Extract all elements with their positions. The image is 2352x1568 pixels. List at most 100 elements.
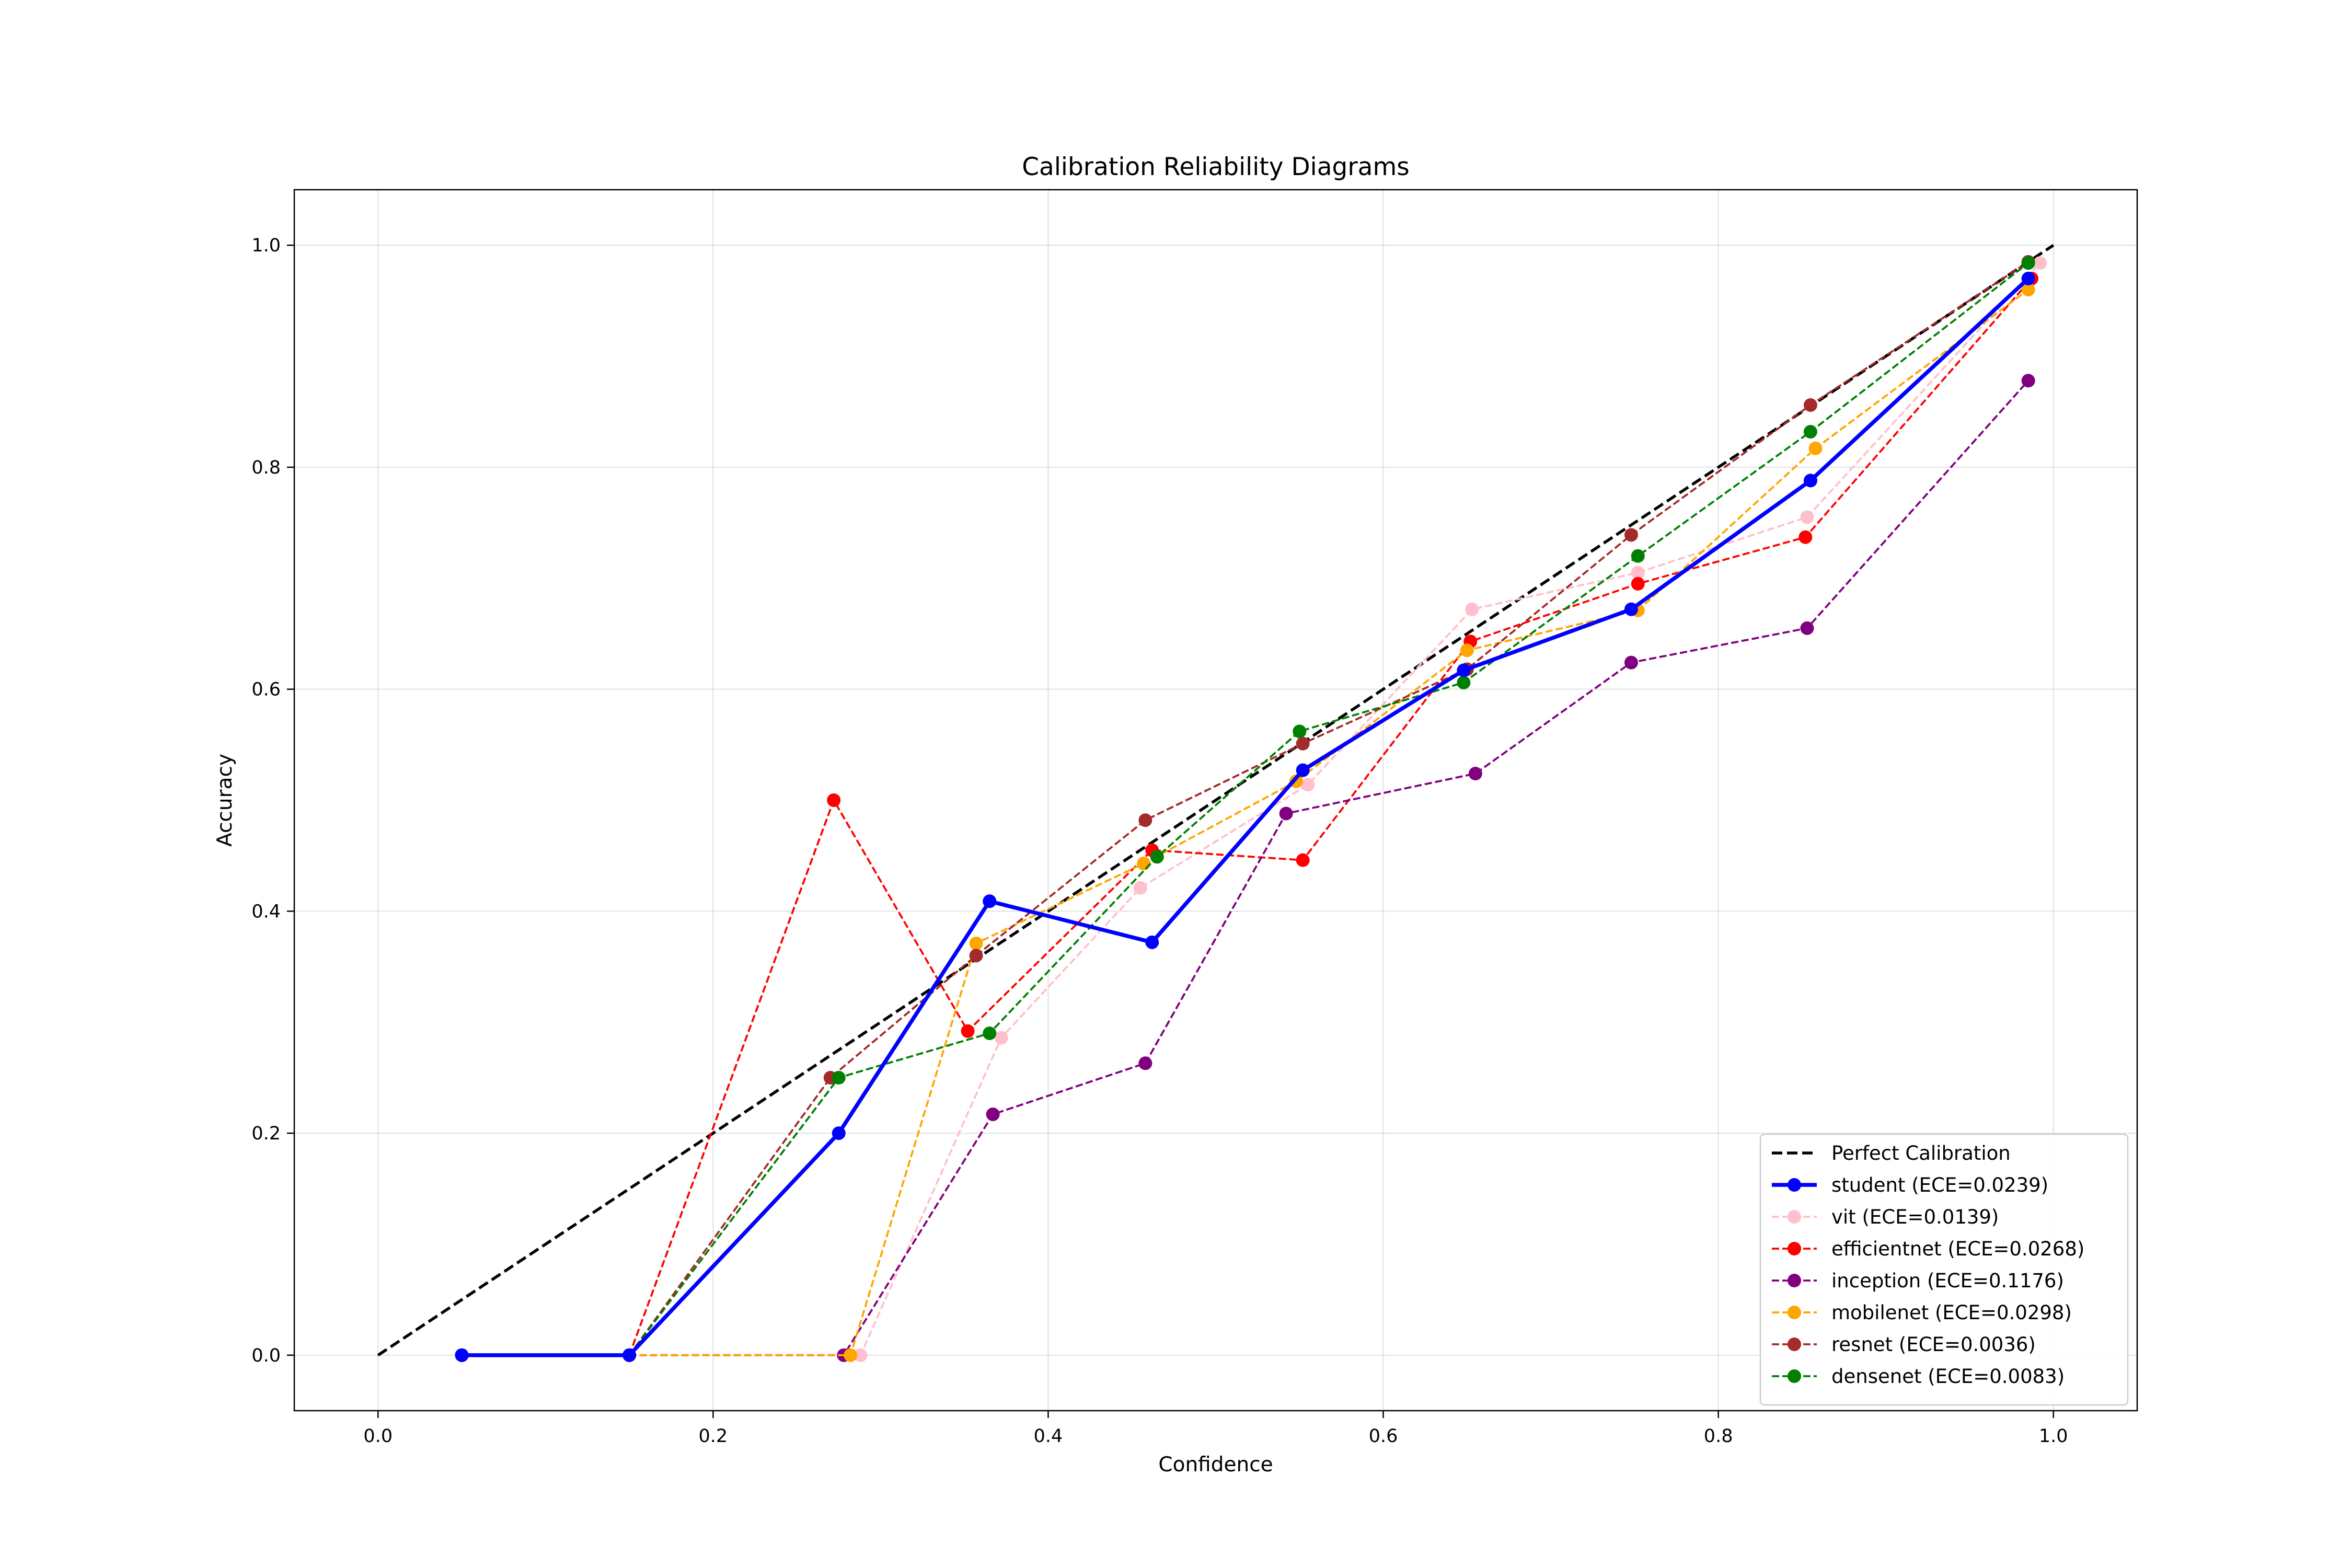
legend-marker (1788, 1338, 1801, 1351)
series-line (462, 277, 2030, 1357)
legend-label: densenet (ECE=0.0083) (1831, 1365, 2065, 1388)
x-tick-label: 0.4 (1034, 1426, 1063, 1447)
legend-marker (1788, 1178, 1801, 1192)
data-point (2033, 256, 2047, 270)
data-point (1808, 441, 1823, 455)
data-point (2021, 283, 2035, 297)
x-tick-label: 0.0 (363, 1426, 393, 1447)
data-point (969, 949, 983, 963)
data-point (1631, 566, 1645, 580)
data-point (1296, 763, 1310, 777)
data-point (2021, 256, 2035, 270)
data-point (961, 1024, 975, 1038)
y-tick-label: 1.0 (251, 235, 281, 256)
series-line (462, 289, 2029, 1356)
data-point (986, 1107, 1000, 1121)
data-point (1798, 530, 1813, 544)
perfect-calibration-line (377, 244, 2055, 1357)
legend-entry: inception (ECE=0.1176) (1772, 1270, 2064, 1292)
legend-marker (1788, 1274, 1801, 1287)
x-tick-label: 0.2 (699, 1426, 728, 1447)
legend-label: mobilenet (ECE=0.0298) (1831, 1301, 2072, 1324)
data-point (1301, 778, 1315, 792)
legend-label: student (ECE=0.0239) (1831, 1174, 2048, 1196)
data-point (1803, 474, 1817, 488)
legend-label: vit (ECE=0.0139) (1831, 1206, 1999, 1228)
series-student (455, 271, 2035, 1362)
y-axis-label: Accuracy (213, 754, 237, 847)
legend-entry: resnet (ECE=0.0036) (1772, 1333, 2036, 1356)
data-point (1468, 767, 1482, 781)
legend-entry: efficientnet (ECE=0.0268) (1772, 1238, 2084, 1260)
data-point (1803, 424, 1817, 439)
data-point (983, 894, 997, 908)
data-point (2021, 271, 2035, 285)
series-line (462, 261, 2029, 1356)
x-tick-label: 0.6 (1369, 1426, 1398, 1447)
data-point (1631, 577, 1645, 591)
data-point (1138, 1056, 1152, 1070)
series-layer (455, 255, 2047, 1362)
data-point (1150, 850, 1164, 864)
data-point (622, 1348, 637, 1362)
data-point (1460, 643, 1474, 658)
data-point (1138, 813, 1152, 827)
legend-entry: student (ECE=0.0239) (1772, 1174, 2048, 1196)
data-point (1800, 621, 1814, 635)
x-axis-label: Confidence (1158, 1453, 1273, 1477)
legend-marker (1788, 1369, 1801, 1383)
legend-entry: Perfect Calibration (1772, 1142, 2011, 1165)
data-point (1457, 663, 1471, 677)
data-point (827, 793, 841, 807)
data-point (1133, 881, 1147, 895)
x-tick-label: 0.8 (1704, 1426, 1733, 1447)
data-point (1296, 736, 1310, 751)
legend-marker (1788, 1306, 1801, 1319)
data-point (2021, 374, 2035, 388)
plot-area-frame (293, 189, 2138, 1412)
reference-line-layer (377, 244, 2055, 1357)
y-tick-label: 0.2 (251, 1123, 281, 1144)
y-tick-label: 0.0 (251, 1345, 281, 1366)
legend-marker (1788, 1210, 1801, 1224)
legend-entry: densenet (ECE=0.0083) (1772, 1365, 2065, 1388)
legend-entry: vit (ECE=0.0139) (1772, 1206, 1999, 1228)
data-point (1800, 510, 1814, 524)
legend-box (1759, 1133, 2129, 1406)
legend-label: Perfect Calibration (1831, 1142, 2011, 1165)
data-point (1289, 774, 1303, 788)
x-tick-label: 1.0 (2039, 1426, 2068, 1447)
data-point (844, 1348, 858, 1362)
legend: Perfect Calibration student (ECE=0.0239) v… (1759, 1133, 2129, 1406)
data-point (994, 1031, 1008, 1045)
legend-marker (1788, 1242, 1801, 1255)
data-point (1137, 857, 1151, 871)
data-point (1624, 655, 1638, 670)
data-point (1803, 398, 1817, 412)
data-point (969, 936, 983, 950)
chart-title: Calibration Reliability Diagrams (1022, 153, 1410, 181)
legend-entry: mobilenet (ECE=0.0298) (1772, 1301, 2072, 1324)
legend-label: efficientnet (ECE=0.0268) (1831, 1238, 2084, 1260)
data-point (1457, 675, 1471, 689)
data-point (983, 1026, 997, 1040)
data-point (1624, 528, 1638, 542)
data-point (1296, 853, 1310, 867)
data-point (854, 1348, 868, 1362)
data-point (1293, 724, 1307, 739)
data-point (1631, 549, 1645, 563)
y-tick-label: 0.6 (251, 679, 281, 700)
data-point (1465, 602, 1479, 616)
grid (294, 190, 2137, 1411)
data-point (1279, 806, 1293, 821)
legend-label: resnet (ECE=0.0036) (1831, 1333, 2036, 1356)
data-point (1624, 602, 1638, 616)
data-point (832, 1070, 846, 1085)
axis-ticks: 0.0 0.2 0.4 0.6 0.8 1.0 0.0 0.2 0.4 0.6 0.8 1.0 (251, 235, 2068, 1447)
data-point (832, 1126, 846, 1140)
y-tick-label: 0.4 (251, 901, 281, 922)
data-point (455, 1348, 469, 1362)
legend-label: inception (ECE=0.1176) (1831, 1270, 2064, 1292)
series-line (462, 262, 2029, 1356)
